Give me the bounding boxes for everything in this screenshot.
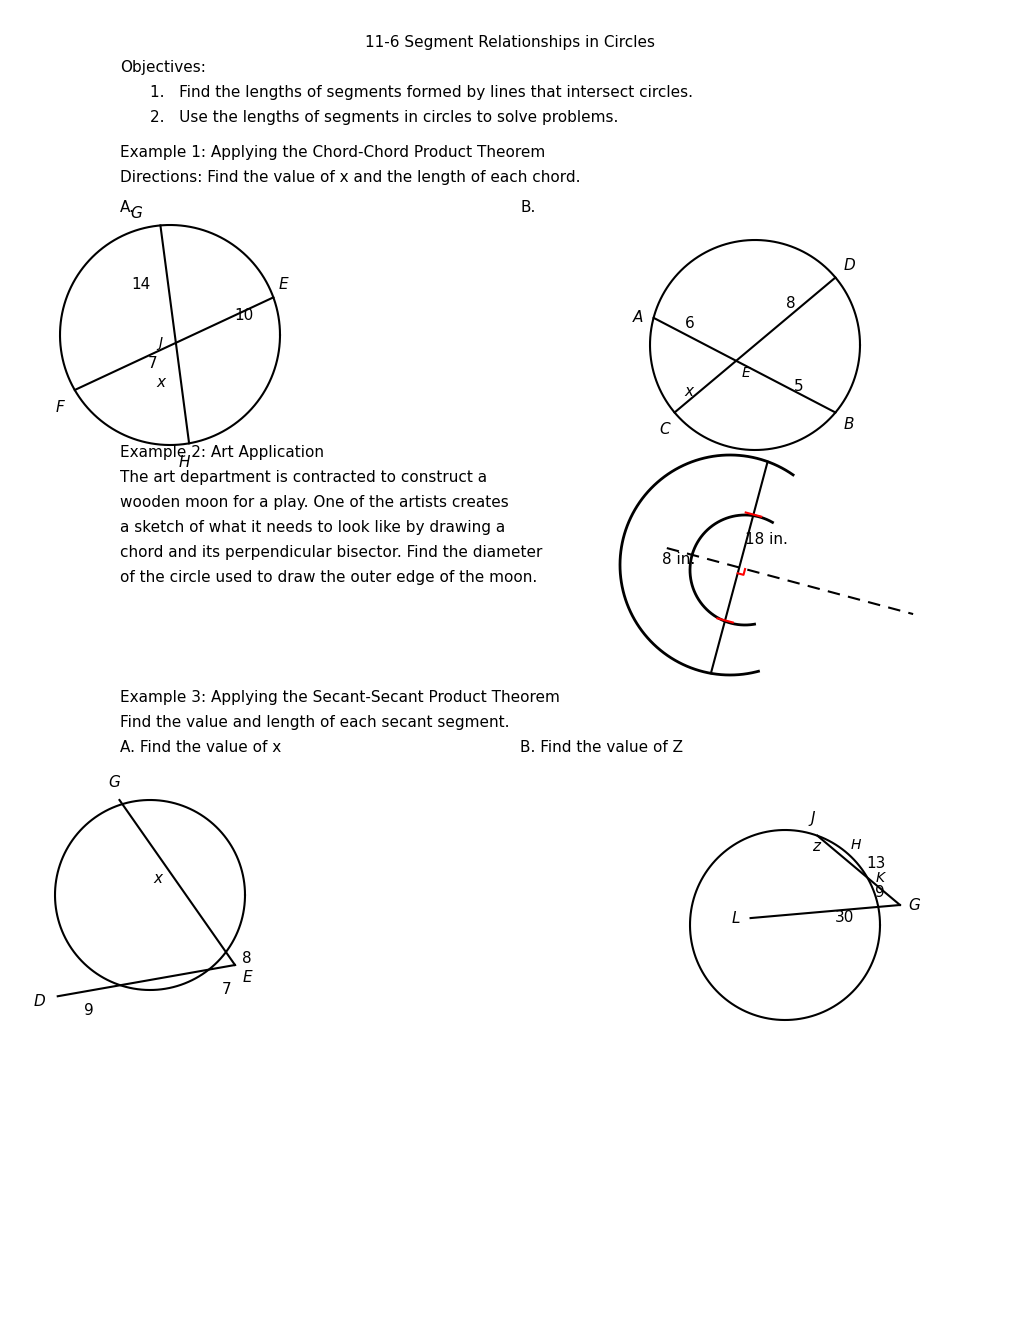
Text: Directions: Find the value of x and the length of each chord.: Directions: Find the value of x and the … bbox=[120, 170, 580, 185]
Text: Example 1: Applying the Chord-Chord Product Theorem: Example 1: Applying the Chord-Chord Prod… bbox=[120, 145, 545, 160]
Text: E: E bbox=[741, 366, 749, 380]
Text: 10: 10 bbox=[234, 308, 254, 322]
Text: 6: 6 bbox=[685, 317, 694, 331]
Text: H: H bbox=[178, 455, 190, 470]
Text: 8 in.: 8 in. bbox=[661, 553, 694, 568]
Text: 14: 14 bbox=[130, 277, 150, 292]
Text: E: E bbox=[243, 970, 253, 985]
Text: A.: A. bbox=[120, 201, 135, 215]
Text: The art department is contracted to construct a: The art department is contracted to cons… bbox=[120, 470, 487, 484]
Text: E: E bbox=[278, 277, 287, 292]
Text: Objectives:: Objectives: bbox=[120, 59, 206, 75]
Text: wooden moon for a play. One of the artists creates: wooden moon for a play. One of the artis… bbox=[120, 495, 508, 510]
Text: 9: 9 bbox=[84, 1003, 94, 1018]
Text: 11-6 Segment Relationships in Circles: 11-6 Segment Relationships in Circles bbox=[365, 36, 654, 50]
Text: G: G bbox=[108, 775, 120, 789]
Text: B.: B. bbox=[520, 201, 535, 215]
Text: K: K bbox=[874, 871, 883, 884]
Text: x: x bbox=[157, 375, 166, 389]
Text: D: D bbox=[843, 257, 854, 272]
Text: B. Find the value of Z: B. Find the value of Z bbox=[520, 741, 683, 755]
Text: H: H bbox=[850, 838, 860, 851]
Text: 18 in.: 18 in. bbox=[744, 532, 787, 548]
Text: J: J bbox=[159, 335, 163, 350]
Text: a sketch of what it needs to look like by drawing a: a sketch of what it needs to look like b… bbox=[120, 520, 504, 535]
Text: z: z bbox=[811, 838, 819, 854]
Text: Example 2: Art Application: Example 2: Art Application bbox=[120, 445, 324, 459]
Text: F: F bbox=[56, 400, 64, 414]
Text: x: x bbox=[684, 384, 693, 399]
Text: D: D bbox=[34, 994, 46, 1008]
Text: 9: 9 bbox=[874, 886, 884, 900]
Text: A. Find the value of x: A. Find the value of x bbox=[120, 741, 281, 755]
Text: 7: 7 bbox=[222, 982, 231, 998]
Text: 2.   Use the lengths of segments in circles to solve problems.: 2. Use the lengths of segments in circle… bbox=[150, 110, 618, 125]
Text: 13: 13 bbox=[866, 855, 884, 871]
Text: G: G bbox=[130, 206, 143, 222]
Text: Find the value and length of each secant segment.: Find the value and length of each secant… bbox=[120, 715, 510, 730]
Text: 8: 8 bbox=[786, 296, 795, 312]
Text: 5: 5 bbox=[793, 379, 803, 395]
Text: J: J bbox=[809, 810, 814, 826]
Text: Example 3: Applying the Secant-Secant Product Theorem: Example 3: Applying the Secant-Secant Pr… bbox=[120, 690, 559, 705]
Text: 1.   Find the lengths of segments formed by lines that intersect circles.: 1. Find the lengths of segments formed b… bbox=[150, 84, 692, 100]
Text: A: A bbox=[633, 310, 643, 325]
Text: chord and its perpendicular bisector. Find the diameter: chord and its perpendicular bisector. Fi… bbox=[120, 545, 542, 560]
Text: B: B bbox=[843, 417, 853, 433]
Text: 8: 8 bbox=[243, 950, 252, 966]
Text: 7: 7 bbox=[148, 356, 158, 371]
Text: C: C bbox=[658, 422, 668, 437]
Text: x: x bbox=[153, 871, 162, 886]
Text: of the circle used to draw the outer edge of the moon.: of the circle used to draw the outer edg… bbox=[120, 570, 537, 585]
Text: G: G bbox=[907, 898, 919, 912]
Text: 30: 30 bbox=[834, 909, 853, 925]
Text: L: L bbox=[732, 911, 740, 925]
